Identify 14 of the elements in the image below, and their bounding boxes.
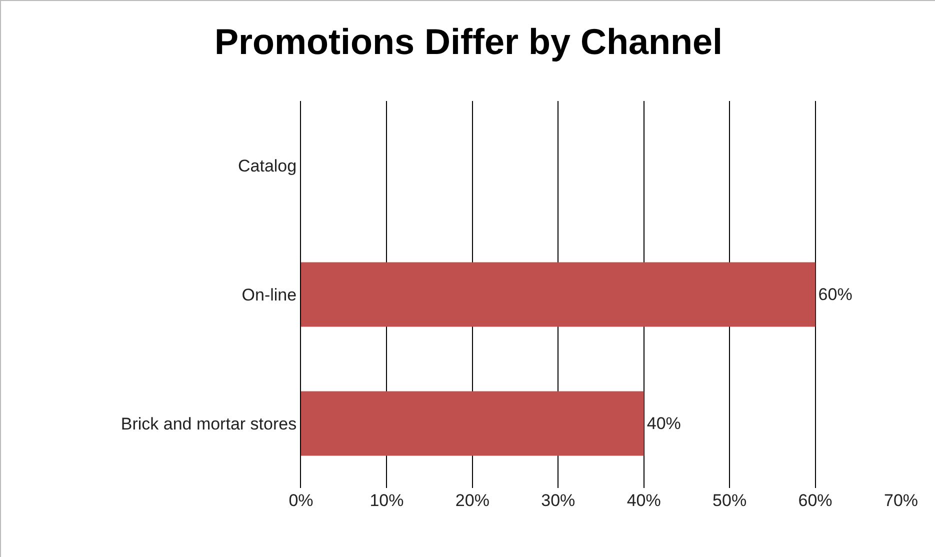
y-tick-label: Brick and mortar stores <box>120 414 297 434</box>
data-label: 60% <box>818 285 852 304</box>
x-tick-label: 60% <box>798 491 832 510</box>
x-tick-label: 0% <box>288 491 314 510</box>
y-tick-label: On-line <box>242 285 297 304</box>
x-tick-label: 70% <box>884 491 918 510</box>
x-tick-label: 50% <box>712 491 747 510</box>
data-label: 40% <box>646 414 681 433</box>
x-tick-label: 30% <box>541 491 576 510</box>
y-tick-label: Catalog <box>238 156 297 176</box>
x-tick-label: 40% <box>626 491 661 510</box>
x-tick-label: 10% <box>370 491 404 510</box>
x-tick-label: 20% <box>455 491 490 510</box>
chart-title: Promotions Differ by Channel <box>214 21 723 62</box>
